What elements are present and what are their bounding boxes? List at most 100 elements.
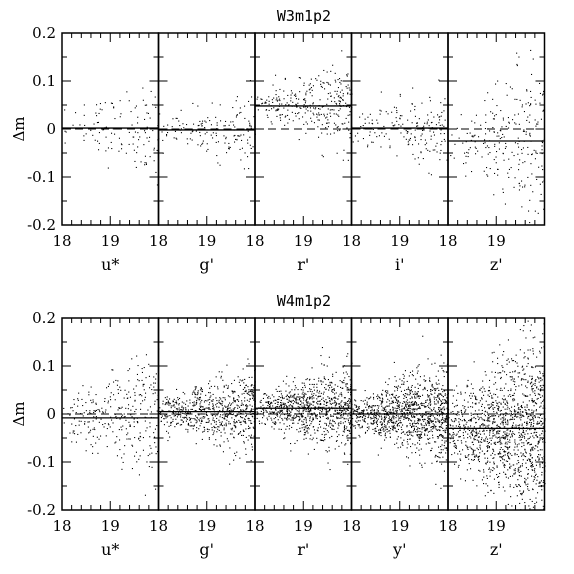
data-point — [438, 407, 440, 409]
data-point — [318, 75, 320, 77]
data-point — [211, 102, 213, 104]
data-point — [156, 425, 158, 427]
data-point — [201, 389, 203, 391]
data-point — [382, 401, 384, 403]
data-point — [486, 425, 488, 427]
data-point — [208, 404, 210, 406]
data-point — [180, 132, 182, 134]
data-point — [406, 417, 408, 419]
data-point — [438, 389, 440, 391]
data-point — [426, 428, 428, 430]
data-point — [396, 403, 398, 405]
data-point — [275, 409, 277, 411]
data-point — [230, 428, 232, 430]
data-point — [525, 410, 527, 412]
data-point — [348, 400, 350, 402]
data-point — [336, 416, 338, 418]
data-point — [173, 398, 175, 400]
data-point — [432, 434, 434, 436]
data-point — [244, 397, 246, 399]
data-point — [256, 408, 258, 410]
data-point — [176, 422, 178, 424]
data-point — [252, 394, 254, 396]
data-point — [144, 494, 146, 496]
data-point — [525, 462, 527, 464]
data-point — [304, 386, 306, 388]
data-point — [152, 130, 154, 132]
x-tick-label: 19 — [101, 517, 120, 535]
data-point — [218, 371, 220, 373]
data-point — [388, 426, 390, 428]
data-point — [504, 490, 506, 492]
data-point — [373, 417, 375, 419]
data-point — [437, 401, 439, 403]
data-point — [318, 112, 320, 114]
data-point — [187, 409, 189, 411]
panel-4: 18 19z' — [438, 32, 546, 274]
data-point — [417, 370, 419, 372]
data-point — [313, 378, 315, 380]
data-point — [373, 405, 375, 407]
data-point — [180, 412, 182, 414]
data-point — [401, 405, 403, 407]
data-point — [540, 424, 542, 426]
data-point — [305, 400, 307, 402]
data-point — [396, 110, 398, 112]
data-point — [507, 503, 509, 505]
data-point — [505, 441, 507, 443]
data-point — [290, 90, 292, 92]
data-point — [339, 403, 341, 405]
data-point — [397, 396, 399, 398]
data-point — [469, 147, 471, 149]
band-label: y' — [392, 540, 406, 559]
data-point — [116, 384, 118, 386]
data-point — [138, 394, 140, 396]
data-point — [505, 125, 507, 127]
data-point — [380, 110, 382, 112]
data-point — [502, 191, 504, 193]
data-point — [348, 376, 350, 378]
data-point — [512, 378, 514, 380]
data-point — [286, 102, 288, 104]
data-point — [425, 443, 427, 445]
data-point — [212, 406, 214, 408]
data-point — [296, 104, 298, 106]
data-point — [532, 411, 534, 413]
data-point — [326, 409, 328, 411]
data-point — [128, 404, 130, 406]
data-point — [314, 413, 316, 415]
data-point — [85, 402, 87, 404]
data-point — [327, 416, 329, 418]
data-point — [355, 404, 357, 406]
data-point — [391, 122, 393, 124]
data-point — [336, 431, 338, 433]
data-point — [309, 418, 311, 420]
data-point — [340, 97, 342, 99]
data-point — [260, 98, 262, 100]
data-point — [386, 431, 388, 433]
data-point — [337, 385, 339, 387]
data-point — [295, 399, 297, 401]
data-point — [376, 409, 378, 411]
data-point — [82, 415, 84, 417]
band-label: g' — [199, 540, 214, 559]
data-point — [539, 352, 541, 354]
data-point — [407, 394, 409, 396]
data-point — [92, 399, 94, 401]
data-point — [434, 388, 436, 390]
data-point — [464, 410, 466, 412]
data-point — [336, 90, 338, 92]
data-point — [530, 163, 532, 165]
data-point — [262, 412, 264, 414]
data-point — [430, 400, 432, 402]
data-point — [222, 401, 224, 403]
data-point — [461, 411, 463, 413]
data-point — [349, 414, 351, 416]
data-point — [279, 100, 281, 102]
data-point — [361, 426, 363, 428]
data-point — [293, 401, 295, 403]
data-point — [399, 409, 401, 411]
data-point — [521, 149, 523, 151]
data-point — [322, 397, 324, 399]
data-point — [244, 378, 246, 380]
